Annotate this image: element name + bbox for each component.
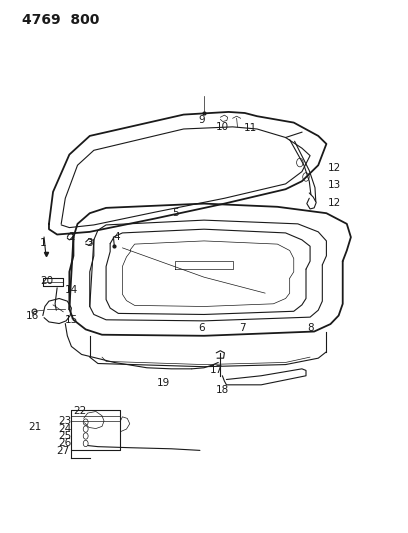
Text: 21: 21 xyxy=(28,423,41,432)
Text: 13: 13 xyxy=(328,181,341,190)
Text: 12: 12 xyxy=(328,198,341,207)
Text: 3: 3 xyxy=(86,238,93,247)
Text: 14: 14 xyxy=(65,286,78,295)
Text: 4769  800: 4769 800 xyxy=(22,13,100,27)
Text: 17: 17 xyxy=(210,366,223,375)
Text: 27: 27 xyxy=(57,447,70,456)
Text: 1: 1 xyxy=(40,238,46,247)
Text: 11: 11 xyxy=(244,123,257,133)
Text: 22: 22 xyxy=(73,407,86,416)
Text: 12: 12 xyxy=(328,163,341,173)
Text: 5: 5 xyxy=(172,208,179,218)
Text: 15: 15 xyxy=(65,315,78,325)
Text: 8: 8 xyxy=(307,323,313,333)
Text: 24: 24 xyxy=(59,424,72,433)
Text: 19: 19 xyxy=(157,378,170,387)
Text: 26: 26 xyxy=(59,439,72,448)
Text: 7: 7 xyxy=(239,323,246,333)
Text: 16: 16 xyxy=(26,311,39,320)
Text: 9: 9 xyxy=(199,115,205,125)
Text: 20: 20 xyxy=(40,276,53,286)
Text: 18: 18 xyxy=(216,385,229,395)
Text: 10: 10 xyxy=(216,122,229,132)
Text: 2: 2 xyxy=(68,232,75,242)
Text: 23: 23 xyxy=(59,416,72,426)
Text: 25: 25 xyxy=(59,431,72,441)
Text: 4: 4 xyxy=(113,232,120,242)
Text: 6: 6 xyxy=(199,323,205,333)
